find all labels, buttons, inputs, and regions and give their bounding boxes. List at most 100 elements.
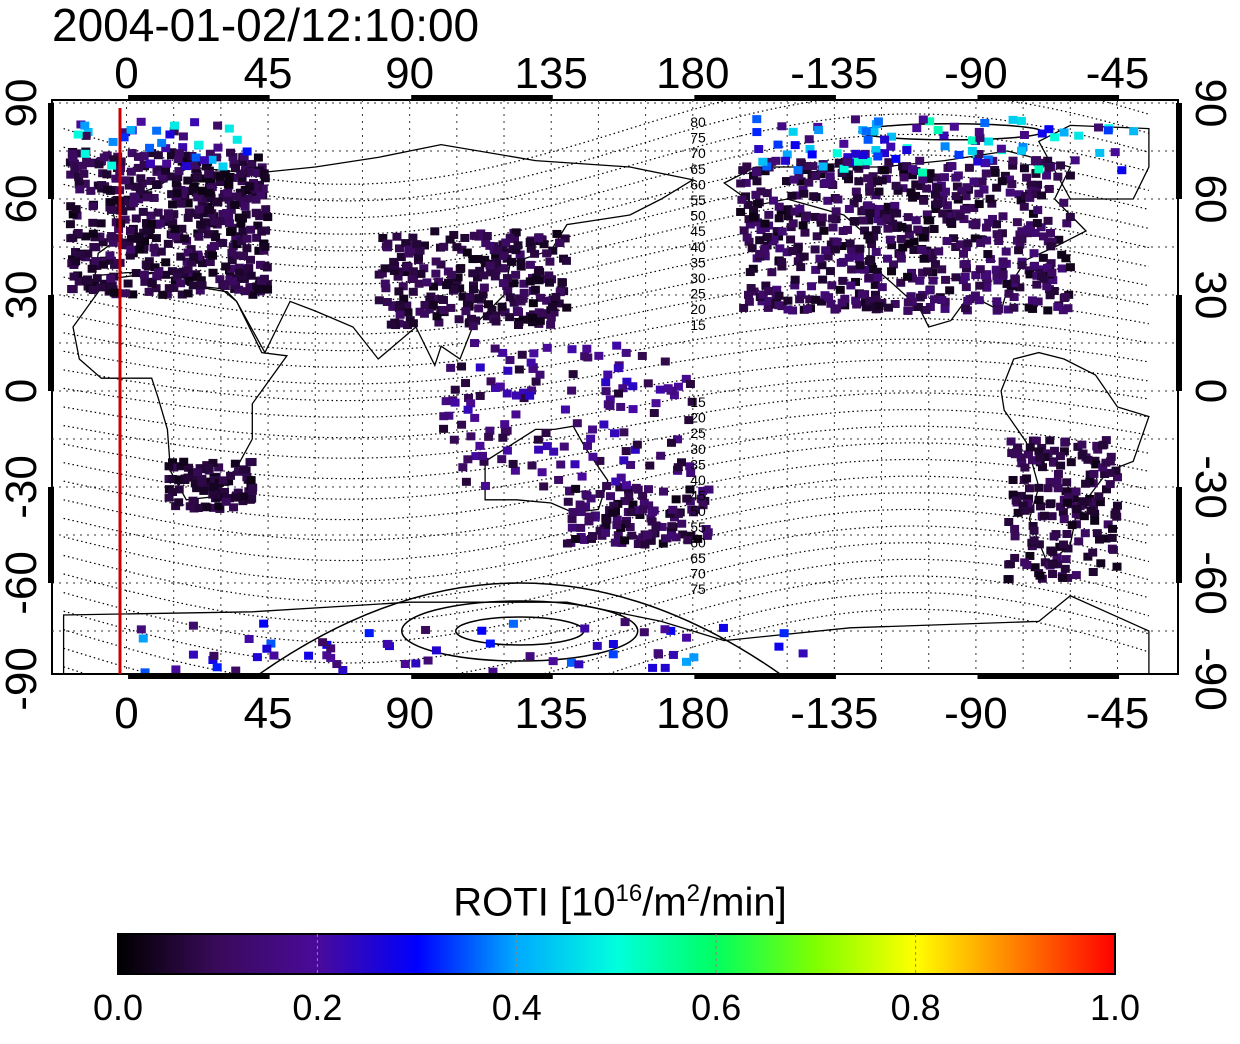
roti-cell bbox=[161, 258, 171, 267]
roti-cell bbox=[214, 502, 224, 511]
roti-cell bbox=[239, 492, 249, 501]
roti-cell bbox=[439, 242, 449, 251]
roti-cell bbox=[436, 260, 446, 269]
roti-cell bbox=[147, 149, 157, 158]
roti-cell bbox=[542, 296, 552, 305]
roti-cell bbox=[777, 258, 787, 267]
roti-cell bbox=[739, 303, 749, 312]
roti-cell bbox=[136, 117, 146, 126]
roti-cell bbox=[262, 263, 272, 272]
roti-cell bbox=[968, 220, 978, 229]
roti-cell bbox=[80, 179, 90, 188]
roti-cell bbox=[1108, 524, 1118, 533]
roti-cell bbox=[204, 169, 214, 178]
roti-cell bbox=[193, 193, 203, 202]
roti-cell bbox=[118, 207, 128, 216]
roti-cell bbox=[91, 257, 101, 266]
roti-cell bbox=[864, 273, 874, 282]
roti-cell bbox=[660, 625, 670, 634]
roti-cell bbox=[189, 253, 199, 262]
roti-cell bbox=[858, 216, 868, 225]
roti-cell bbox=[639, 628, 649, 637]
roti-cell bbox=[434, 318, 444, 327]
roti-cell bbox=[933, 183, 943, 192]
roti-cell bbox=[819, 226, 829, 235]
roti-cell bbox=[1100, 469, 1110, 478]
roti-cell bbox=[1098, 441, 1108, 450]
roti-cell bbox=[1056, 502, 1066, 511]
roti-cell bbox=[673, 463, 683, 472]
roti-cell bbox=[497, 302, 507, 311]
roti-cell bbox=[827, 281, 837, 290]
roti-cell bbox=[68, 210, 78, 219]
roti-cell bbox=[771, 156, 781, 165]
roti-cell bbox=[105, 256, 115, 265]
roti-cell bbox=[218, 239, 228, 248]
roti-cell bbox=[202, 503, 212, 512]
roti-cell bbox=[128, 199, 138, 208]
roti-cell bbox=[562, 539, 572, 548]
roti-cell bbox=[213, 198, 223, 207]
roti-cell bbox=[786, 235, 796, 244]
roti-cell bbox=[88, 286, 98, 295]
contour-label-north: 60 bbox=[690, 176, 706, 192]
roti-cell bbox=[951, 273, 961, 282]
roti-cell bbox=[106, 283, 116, 292]
roti-cell bbox=[849, 199, 859, 208]
roti-cell bbox=[656, 451, 666, 460]
roti-cell bbox=[826, 179, 836, 188]
roti-cell bbox=[380, 279, 390, 288]
roti-cell bbox=[1029, 263, 1039, 272]
roti-cell bbox=[826, 240, 836, 249]
roti-cell bbox=[248, 290, 258, 299]
roti-cell bbox=[98, 238, 108, 247]
roti-cell bbox=[229, 503, 239, 512]
roti-cell bbox=[73, 228, 83, 237]
roti-cell bbox=[844, 253, 854, 262]
roti-cell bbox=[904, 239, 914, 248]
roti-cell bbox=[884, 158, 894, 167]
roti-cell bbox=[917, 168, 927, 177]
roti-cell bbox=[525, 260, 535, 269]
roti-cell bbox=[560, 234, 570, 243]
roti-cell bbox=[1011, 496, 1021, 505]
roti-cell bbox=[851, 296, 861, 305]
roti-cell bbox=[632, 440, 642, 449]
roti-cell bbox=[120, 176, 130, 185]
roti-cell bbox=[548, 246, 558, 255]
roti-cell bbox=[911, 216, 921, 225]
roti-cell bbox=[947, 162, 957, 171]
roti-cell bbox=[896, 278, 906, 287]
roti-cell bbox=[173, 155, 183, 164]
roti-cell bbox=[760, 252, 770, 261]
roti-cell bbox=[231, 235, 241, 244]
roti-cell bbox=[528, 364, 538, 373]
roti-cell bbox=[457, 362, 467, 371]
roti-cell bbox=[234, 263, 244, 272]
roti-cell bbox=[774, 202, 784, 211]
roti-cell bbox=[832, 304, 842, 313]
roti-cell bbox=[89, 242, 99, 251]
roti-cell bbox=[768, 196, 778, 205]
roti-cell bbox=[793, 243, 803, 252]
roti-cell bbox=[981, 158, 991, 167]
roti-cell bbox=[1040, 452, 1050, 461]
roti-cell bbox=[480, 481, 490, 490]
roti-cell bbox=[1046, 242, 1056, 251]
roti-cell bbox=[326, 644, 336, 653]
roti-cell bbox=[678, 530, 688, 539]
mag-contour bbox=[63, 174, 1150, 269]
roti-cell bbox=[1043, 306, 1053, 315]
roti-cell bbox=[211, 490, 221, 499]
roti-cell bbox=[224, 219, 234, 228]
roti-cell bbox=[207, 155, 217, 164]
roti-cell bbox=[981, 223, 991, 232]
roti-cell bbox=[127, 234, 137, 243]
roti-cell bbox=[1094, 535, 1104, 544]
roti-cell bbox=[223, 180, 233, 189]
roti-cell bbox=[126, 245, 136, 254]
roti-cell bbox=[224, 124, 234, 133]
x-tick-bottom: -45 bbox=[1086, 689, 1150, 738]
roti-cell bbox=[870, 209, 880, 218]
roti-cell bbox=[648, 529, 658, 538]
